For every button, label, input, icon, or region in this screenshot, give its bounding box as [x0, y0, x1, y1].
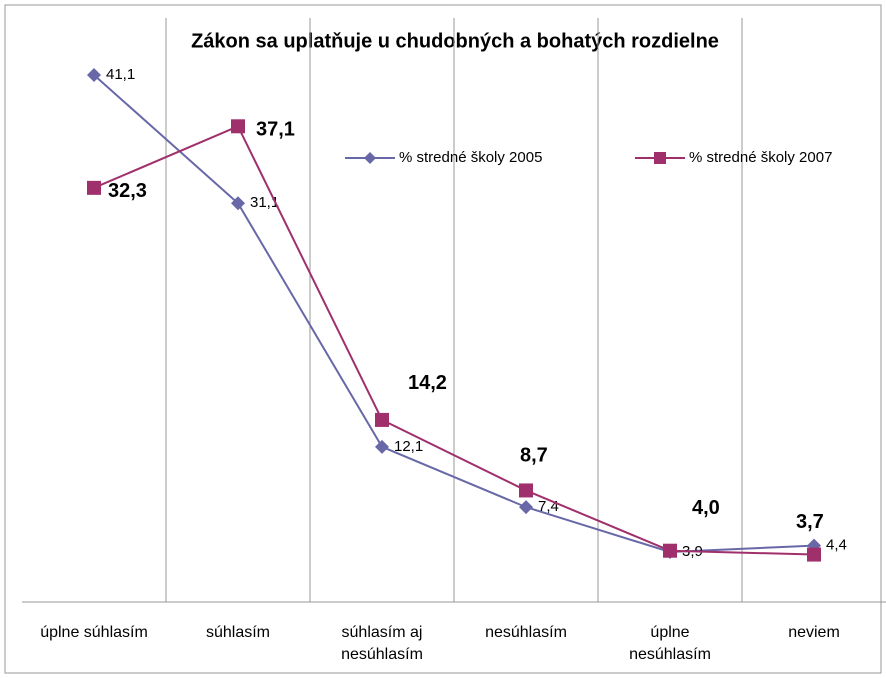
point [519, 500, 533, 515]
x-tick-label: úplne nesúhlasím [629, 624, 711, 663]
data-label: 32,3 [108, 180, 147, 202]
data-label: 41,1 [106, 66, 135, 83]
point [231, 119, 245, 134]
x-tick-label: neviem [788, 624, 840, 641]
x-tick-label: súhlasím [205, 624, 271, 641]
series-line [93, 125, 815, 556]
data-label: 8,7 [520, 445, 548, 467]
legend-marker [364, 152, 376, 164]
data-label: 4,0 [692, 497, 720, 519]
point [663, 543, 677, 558]
point [87, 68, 101, 83]
data-label: 12,1 [394, 438, 423, 455]
legend-label: % stredné školy 2007 [689, 149, 832, 166]
legend-marker [654, 152, 666, 164]
point [87, 180, 101, 195]
chart-title: Zákon sa uplatňuje u chudobných a bohatý… [191, 30, 719, 52]
data-label: 31,1 [250, 194, 279, 211]
legend-label: % stredné školy 2005 [399, 149, 542, 166]
point [519, 483, 533, 498]
data-label: 14,2 [408, 372, 447, 394]
data-label: 3,7 [796, 511, 824, 533]
point [231, 196, 245, 211]
frame [4, 4, 882, 674]
x-tick-label: úplne súhlasím [40, 624, 148, 641]
point [807, 547, 821, 562]
x-tick-label: súhlasím aj nesúhlasím [341, 624, 423, 663]
point [375, 412, 389, 427]
x-tick-label: nesúhlasím [485, 624, 567, 641]
point [375, 439, 389, 454]
data-label: 37,1 [256, 119, 295, 141]
data-label: 4,4 [826, 537, 847, 554]
